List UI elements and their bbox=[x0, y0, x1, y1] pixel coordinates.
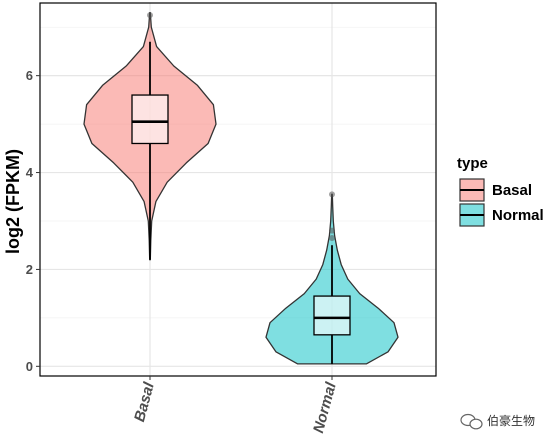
y-axis: 0 2 4 6 bbox=[26, 68, 40, 374]
watermark-text: 伯豪生物 bbox=[487, 413, 535, 428]
y-tick-label: 4 bbox=[26, 165, 34, 180]
outlier-point bbox=[329, 191, 335, 198]
legend-label: Basal bbox=[492, 182, 532, 199]
wechat-icon bbox=[460, 413, 483, 430]
legend-label: Normal bbox=[492, 207, 544, 224]
violin-group bbox=[265, 191, 399, 365]
box bbox=[131, 94, 169, 145]
y-tick-label: 6 bbox=[26, 68, 33, 83]
legend: type Basal Normal bbox=[457, 155, 544, 227]
x-tick-label: Basal bbox=[131, 380, 158, 424]
legend-title: type bbox=[457, 155, 488, 172]
y-tick-label: 0 bbox=[26, 359, 33, 374]
y-axis-title: log2 (FPKM) bbox=[3, 149, 23, 254]
violin-group bbox=[83, 12, 217, 261]
y-tick-label: 2 bbox=[26, 262, 33, 277]
x-axis: Basal Normal bbox=[131, 376, 340, 435]
violins bbox=[83, 12, 399, 365]
x-tick-label: Normal bbox=[310, 380, 340, 435]
outlier-point bbox=[147, 12, 153, 19]
box bbox=[313, 295, 351, 336]
watermark: 伯豪生物 bbox=[460, 413, 535, 430]
plot-panel bbox=[39, 2, 437, 377]
outlier-point bbox=[329, 234, 335, 241]
outlier-point bbox=[329, 227, 335, 234]
